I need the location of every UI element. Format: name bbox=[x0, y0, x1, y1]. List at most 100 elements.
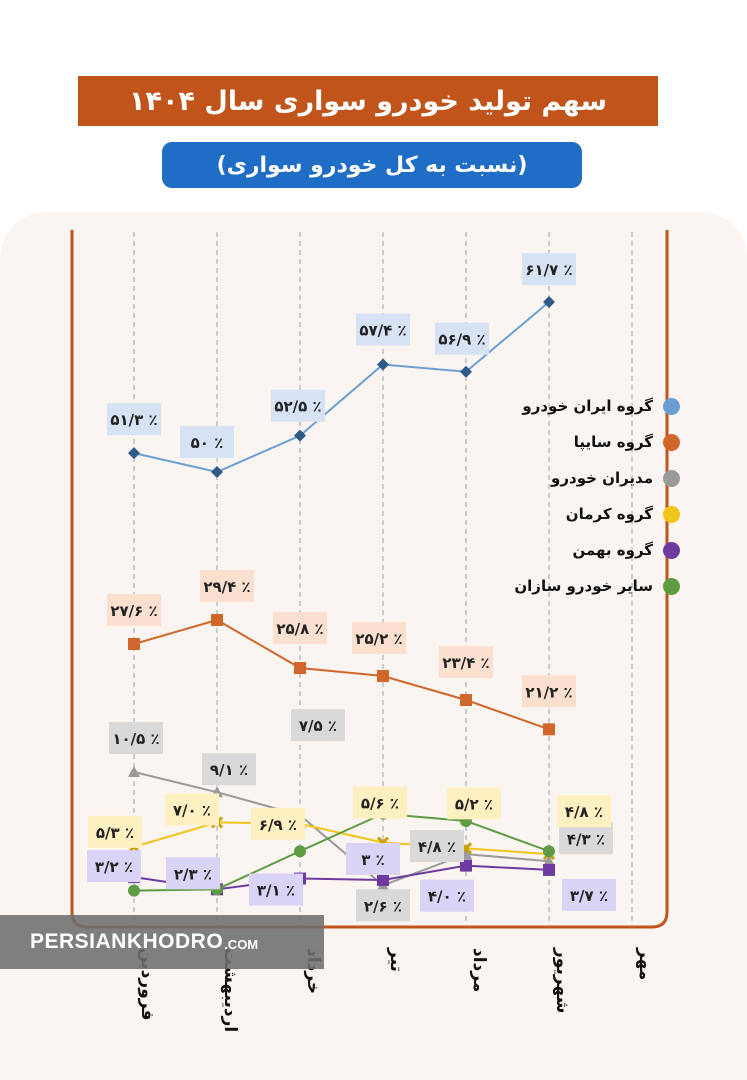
data-label-bg bbox=[410, 830, 464, 863]
data-label: ٪ ۴/۳ bbox=[567, 830, 605, 848]
x-tick-label: شهریور bbox=[552, 947, 572, 1013]
data-point bbox=[377, 670, 389, 682]
data-label: ٪ ۵۲/۵ bbox=[274, 398, 321, 416]
data-label-bg bbox=[562, 878, 616, 911]
data-label-bg bbox=[356, 313, 410, 346]
data-point bbox=[211, 614, 223, 626]
data-label-bg bbox=[439, 646, 493, 678]
data-label-bg bbox=[165, 793, 219, 826]
data-label: ٪ ۲۵/۲ bbox=[355, 630, 402, 648]
data-label-bg bbox=[346, 843, 400, 875]
legend-swatch bbox=[663, 397, 680, 415]
chart-subtitle: (نسبت به کل خودرو سواری) bbox=[162, 142, 582, 188]
data-point bbox=[211, 466, 223, 478]
legend-swatch bbox=[663, 505, 680, 523]
series-line-5 bbox=[133, 812, 550, 892]
data-label-bg bbox=[557, 795, 611, 828]
legend-item: گروه بهمن bbox=[470, 532, 680, 568]
legend-swatch bbox=[663, 433, 680, 451]
legend-item: سایر خودرو سازان bbox=[470, 568, 680, 604]
data-label: ٪ ۶۱/۷ bbox=[525, 261, 572, 279]
data-point bbox=[294, 429, 306, 442]
data-label: ٪ ۳/۲ bbox=[95, 858, 133, 876]
data-label-bg bbox=[271, 389, 325, 422]
data-point bbox=[543, 723, 555, 736]
data-point bbox=[543, 855, 555, 867]
data-label: ٪ ۴/۸ bbox=[565, 803, 603, 821]
data-label-bg bbox=[109, 722, 163, 754]
legend-label: گروه سایپا bbox=[573, 433, 653, 451]
series-line-1 bbox=[133, 618, 550, 731]
data-label-bg bbox=[356, 889, 410, 922]
data-label-bg bbox=[87, 850, 141, 883]
data-label-bg bbox=[447, 787, 501, 820]
data-point bbox=[128, 638, 140, 650]
legend-label: گروه ایران خودرو bbox=[522, 397, 653, 415]
data-label-bg bbox=[273, 612, 327, 644]
data-label: ٪ ۵۶/۹ bbox=[438, 331, 485, 349]
legend-swatch bbox=[663, 541, 680, 559]
data-label: ٪ ۵۷/۴ bbox=[359, 321, 406, 339]
x-tick-label: مهر bbox=[635, 947, 655, 980]
chart-legend: گروه ایران خودرو گروه سایپا مدیران خودرو گر… bbox=[470, 388, 680, 604]
data-label-bg bbox=[291, 709, 345, 742]
data-point bbox=[377, 874, 389, 886]
data-label-bg bbox=[522, 253, 576, 285]
data-label: ٪ ۴/۰ bbox=[428, 888, 466, 906]
data-label: ٪ ۵/۶ bbox=[361, 795, 399, 813]
data-label: ٪ ۴/۸ bbox=[418, 838, 456, 856]
data-label-bg bbox=[353, 786, 407, 819]
data-point bbox=[128, 447, 140, 460]
data-point bbox=[460, 694, 472, 706]
data-label-bg bbox=[420, 879, 474, 912]
legend-swatch bbox=[663, 469, 680, 487]
data-label-bg bbox=[559, 822, 613, 855]
data-label: ٪ ۳/۷ bbox=[570, 887, 608, 905]
data-label-bg bbox=[166, 857, 220, 890]
data-label: ٪ ۵/۳ bbox=[96, 824, 134, 842]
data-point bbox=[460, 365, 472, 378]
data-point bbox=[543, 863, 555, 876]
data-label-bg bbox=[352, 622, 406, 654]
legend-swatch bbox=[663, 577, 680, 595]
x-tick-label: مرداد bbox=[469, 948, 489, 992]
data-point bbox=[460, 859, 472, 872]
legend-item: گروه ایران خودرو bbox=[470, 388, 680, 424]
data-label-bg bbox=[200, 570, 254, 602]
watermark-text: PERSIANKHODRO bbox=[30, 930, 224, 953]
legend-item: مدیران خودرو bbox=[470, 460, 680, 496]
data-label: ٪ ۲/۳ bbox=[174, 865, 212, 883]
legend-label: گروه کرمان bbox=[565, 505, 653, 523]
data-point bbox=[294, 845, 306, 858]
data-label: ٪ ۲۷/۶ bbox=[110, 602, 157, 620]
data-point bbox=[128, 884, 140, 897]
series-line-0 bbox=[133, 301, 550, 474]
data-label-bg bbox=[435, 322, 489, 355]
data-label: ٪ ۷/۰ bbox=[173, 801, 211, 819]
legend-label: سایر خودرو سازان bbox=[514, 577, 653, 595]
data-label: ٪ ۲۵/۸ bbox=[276, 620, 323, 638]
data-point bbox=[294, 662, 306, 674]
data-label: ٪ ۹/۱ bbox=[210, 761, 248, 779]
data-label: ٪ ۲۱/۲ bbox=[525, 683, 572, 701]
data-label: ٪ ۱۰/۵ bbox=[112, 730, 159, 748]
data-label-bg bbox=[251, 807, 305, 840]
data-label-bg bbox=[88, 815, 142, 848]
data-label-bg bbox=[202, 753, 256, 786]
data-label-bg bbox=[249, 873, 303, 906]
data-label: ٪ ۳ bbox=[361, 851, 385, 869]
data-label: ٪ ۵/۲ bbox=[455, 795, 493, 813]
data-point bbox=[377, 358, 389, 371]
data-point bbox=[543, 296, 555, 308]
data-label: ٪ ۲۹/۴ bbox=[203, 578, 250, 596]
x-tick-label: اردیبهشت bbox=[220, 948, 240, 1032]
data-label: ٪ ۵۱/۳ bbox=[110, 411, 157, 429]
data-label-bg bbox=[522, 675, 576, 708]
x-tick-label: تیر bbox=[386, 947, 406, 972]
legend-item: گروه کرمان bbox=[470, 496, 680, 532]
data-label: ٪ ۵۰ bbox=[191, 434, 224, 452]
chart-title: سهم تولید خودرو سواری سال ۱۴۰۴ bbox=[78, 76, 658, 126]
watermark: PERSIANKHODRO .COM bbox=[0, 915, 324, 969]
data-label: ٪ ۷/۵ bbox=[299, 717, 337, 735]
